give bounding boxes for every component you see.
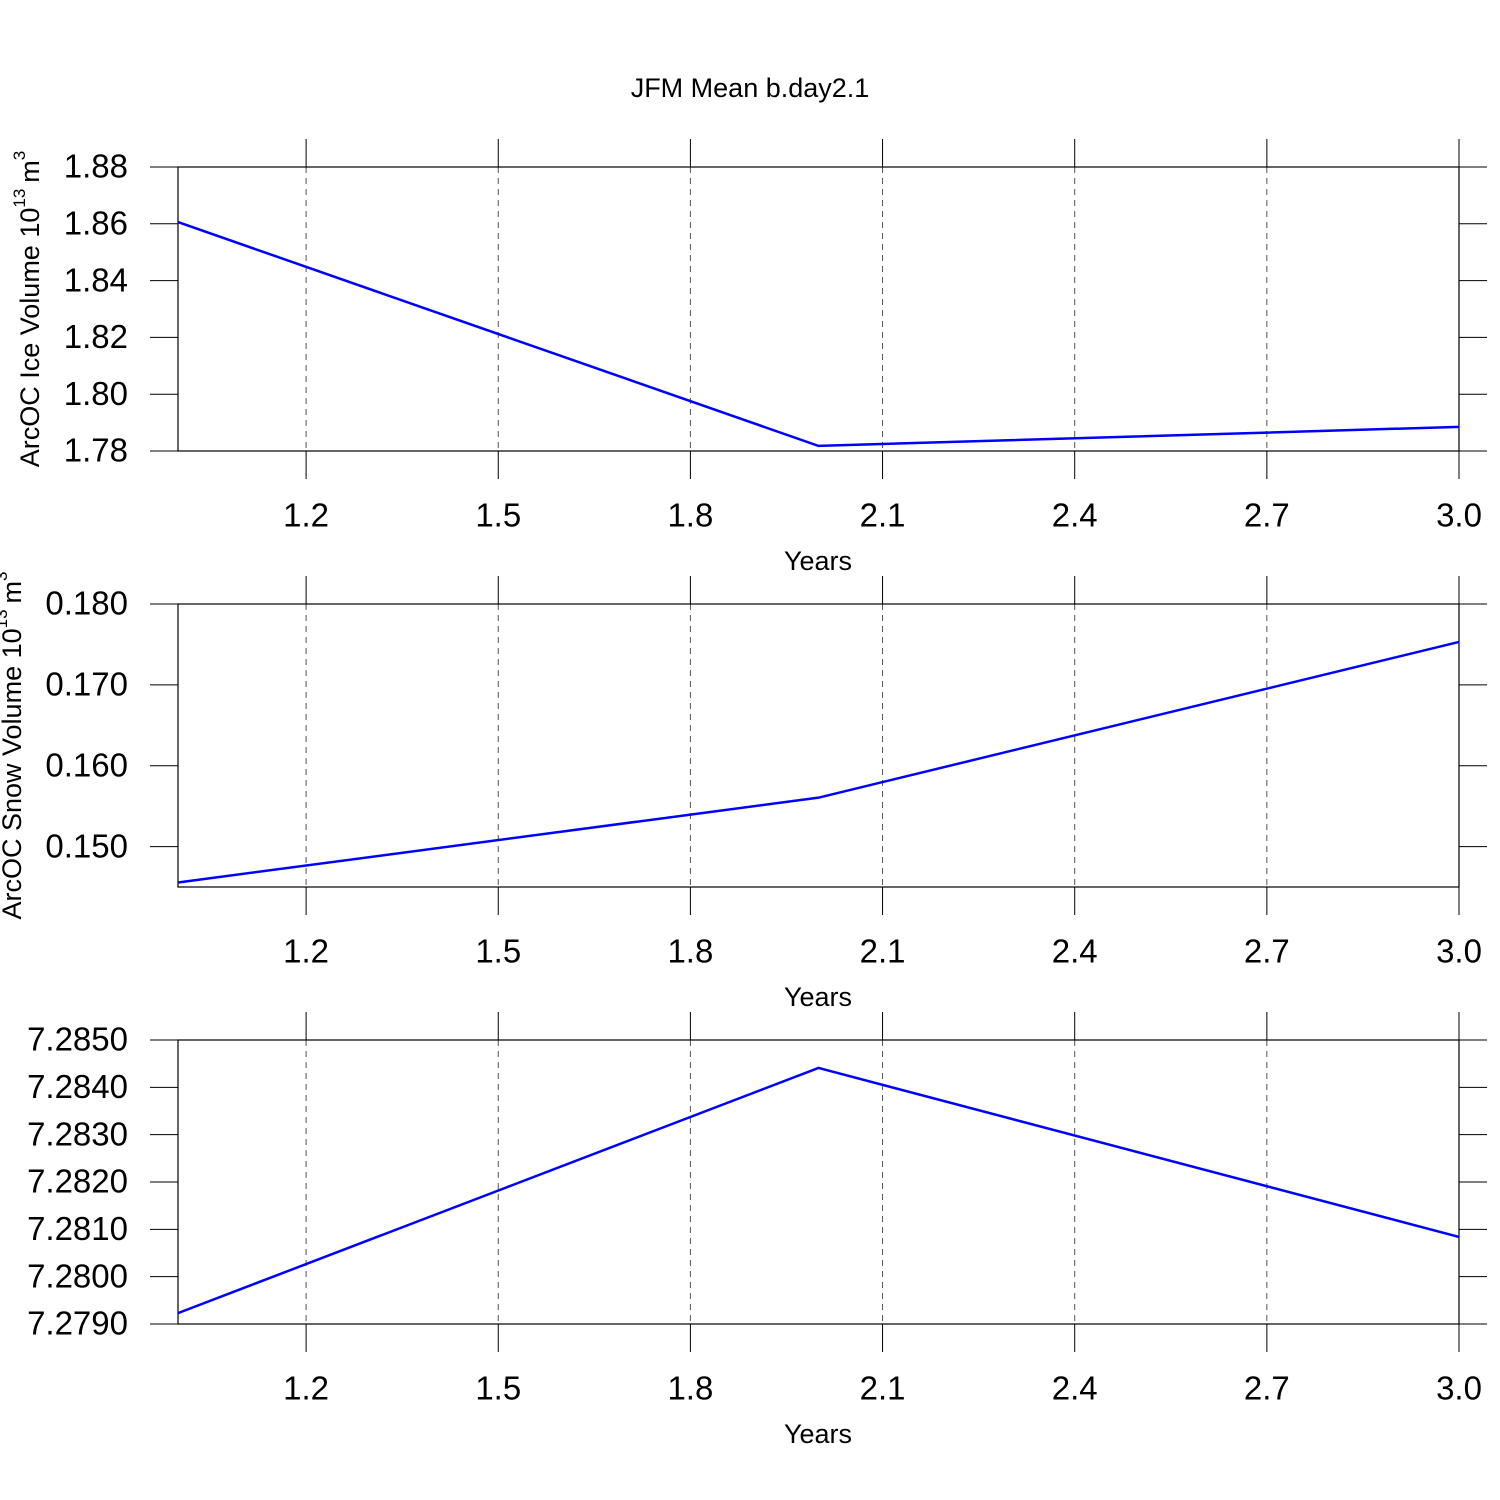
x-tick-label: 1.2 bbox=[283, 497, 329, 534]
y-tick-label: 1.86 bbox=[64, 205, 128, 242]
x-tick-label: 1.5 bbox=[475, 1370, 521, 1407]
x-tick-label: 2.7 bbox=[1244, 1370, 1290, 1407]
x-tick-label: 1.5 bbox=[475, 933, 521, 970]
panel: JFM Mean b.day2.1 1.2 1.5 1.8 2.1 2.4 2.7 3.0 1.… bbox=[10, 73, 1487, 576]
y-tick-label: 1.82 bbox=[64, 318, 128, 355]
x-tick-label: 2.1 bbox=[860, 1370, 906, 1407]
y-axis-title-unit: m bbox=[15, 160, 45, 183]
y-axis-title-exp: 13 bbox=[0, 609, 11, 628]
y-tick-label: 1.80 bbox=[64, 375, 128, 412]
y-tick-label: 7.2800 bbox=[27, 1257, 128, 1294]
y-tick-label: 7.2790 bbox=[27, 1305, 128, 1342]
y-axis-title-unit-exp: 3 bbox=[0, 571, 11, 580]
y-axis-title-text: ArcOC Ice Volume 10 bbox=[15, 208, 45, 468]
x-tick-label: 3.0 bbox=[1436, 1370, 1482, 1407]
x-axis-title: Years bbox=[784, 982, 852, 1012]
y-tick-label: 0.180 bbox=[45, 585, 128, 622]
chart-title: JFM Mean b.day2.1 bbox=[631, 73, 870, 103]
y-tick-label: 7.2820 bbox=[27, 1163, 128, 1200]
y-tick-label: 0.160 bbox=[45, 746, 128, 783]
y-tick-label: 7.2840 bbox=[27, 1068, 128, 1105]
x-tick-label: 1.2 bbox=[283, 933, 329, 970]
y-axis-title: ArcOC Ice Volume 1013 m3 bbox=[10, 151, 45, 468]
y-axis-title-exp: 13 bbox=[10, 189, 29, 208]
y-axis-title-text: ArcOC Snow Volume 10 bbox=[0, 628, 27, 919]
x-tick-label: 1.2 bbox=[283, 1370, 329, 1407]
data-line bbox=[177, 220, 1460, 448]
panel: 1.2 1.5 1.8 2.1 2.4 2.7 3.0 0.150 0.160 0.170 0.18… bbox=[0, 571, 1487, 1012]
y-tick-label: 7.2830 bbox=[27, 1115, 128, 1152]
x-tick-label: 2.7 bbox=[1244, 933, 1290, 970]
y-axis-title: ArcOC Snow Volume 1013 m3 bbox=[0, 571, 27, 919]
y-tick-label: 7.2810 bbox=[27, 1210, 128, 1247]
x-tick-label: 1.5 bbox=[475, 497, 521, 534]
y-tick-label: 1.78 bbox=[64, 432, 128, 469]
plot-frame bbox=[177, 1039, 1460, 1325]
x-tick-label: 2.4 bbox=[1052, 933, 1098, 970]
x-axis-title: Years bbox=[784, 1419, 852, 1449]
x-tick-label: 2.4 bbox=[1052, 497, 1098, 534]
x-tick-label: 2.1 bbox=[860, 497, 906, 534]
plot-frame bbox=[177, 166, 1460, 452]
x-tick-label: 2.7 bbox=[1244, 497, 1290, 534]
x-tick-label: 1.8 bbox=[667, 933, 713, 970]
plot-frame bbox=[177, 603, 1460, 888]
x-tick-label: 2.4 bbox=[1052, 1370, 1098, 1407]
x-axis-title: Years bbox=[784, 546, 852, 576]
y-tick-label: 0.170 bbox=[45, 666, 128, 703]
x-tick-label: 1.8 bbox=[667, 1370, 713, 1407]
x-tick-label: 2.1 bbox=[860, 933, 906, 970]
x-tick-label: 1.8 bbox=[667, 497, 713, 534]
data-line bbox=[177, 640, 1460, 884]
panel: 1.2 1.5 1.8 2.1 2.4 2.7 3.0 7.2790 7.2800 7.2810 7… bbox=[27, 1012, 1487, 1449]
y-tick-label: 0.150 bbox=[45, 827, 128, 864]
data-line bbox=[177, 1066, 1460, 1315]
y-axis-title-unit: m bbox=[0, 581, 27, 604]
x-tick-label: 3.0 bbox=[1436, 497, 1482, 534]
y-tick-label: 1.84 bbox=[64, 261, 128, 298]
x-tick-label: 3.0 bbox=[1436, 933, 1482, 970]
y-axis-title-unit-exp: 3 bbox=[10, 151, 29, 160]
y-tick-label: 1.88 bbox=[64, 148, 128, 185]
y-tick-label: 7.2850 bbox=[27, 1021, 128, 1058]
